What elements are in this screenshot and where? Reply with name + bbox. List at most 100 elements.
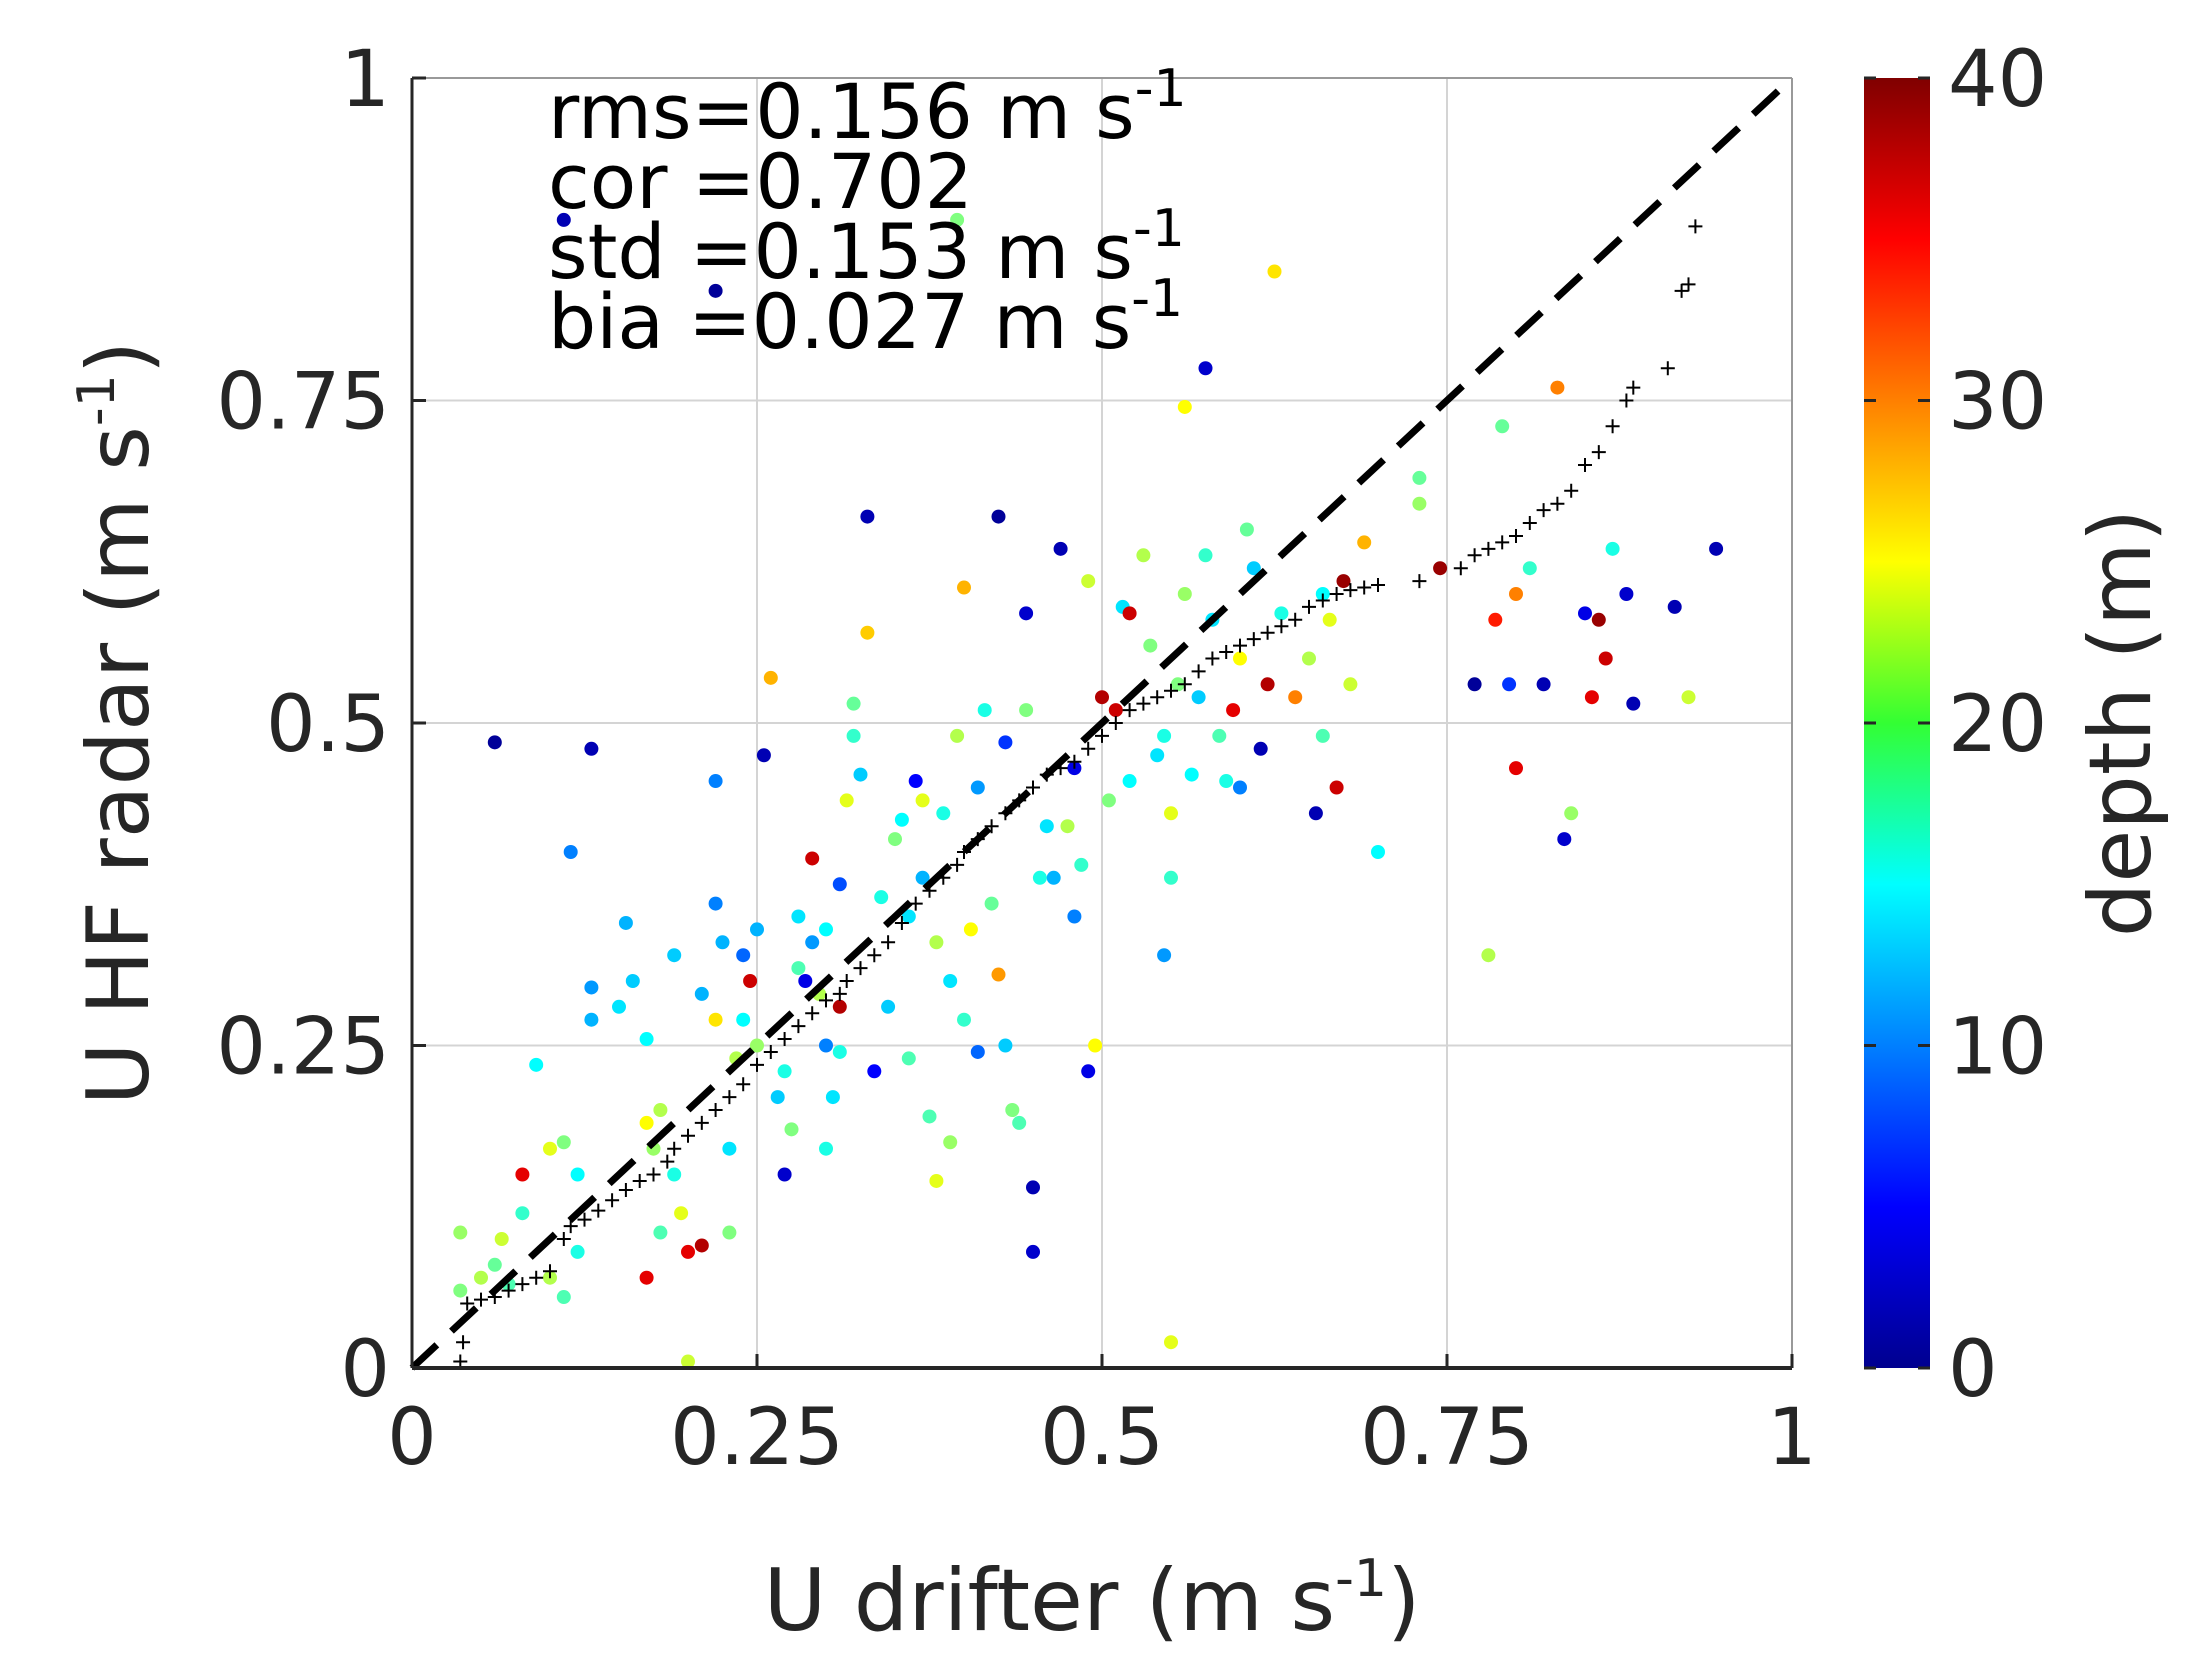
data-point xyxy=(1060,819,1075,834)
data-point xyxy=(1026,1180,1040,1195)
data-point xyxy=(1239,522,1254,537)
data-point xyxy=(1308,806,1323,821)
data-point xyxy=(1198,548,1213,563)
y-axis-label: U HF radar (m s-1) xyxy=(67,341,169,1106)
identity-reference-line xyxy=(409,75,1795,1371)
data-point xyxy=(736,1012,751,1027)
data-point xyxy=(1026,1244,1040,1259)
data-point xyxy=(1260,677,1275,692)
data-point xyxy=(1164,870,1178,885)
x-axis-label: U drifter (m s-1) xyxy=(763,1549,1420,1651)
qq-marker xyxy=(722,1090,737,1105)
data-point xyxy=(570,1167,585,1182)
x-tick-label: 0.5 xyxy=(1040,1393,1164,1483)
data-point xyxy=(881,999,896,1014)
data-point xyxy=(1046,870,1061,885)
colorbar-tick-label: 0 xyxy=(1948,1325,1998,1415)
data-point xyxy=(805,935,820,950)
data-point xyxy=(832,999,847,1014)
data-point xyxy=(1032,870,1047,885)
data-point xyxy=(791,909,806,924)
data-point xyxy=(487,735,502,750)
data-point xyxy=(494,1232,509,1246)
data-point xyxy=(722,1225,737,1240)
qq-marker xyxy=(750,1057,764,1072)
qq-marker xyxy=(1053,761,1068,776)
qq-marker xyxy=(646,1167,661,1182)
data-point xyxy=(1509,761,1523,776)
data-point xyxy=(867,1064,882,1079)
data-point xyxy=(708,283,723,298)
data-point xyxy=(1412,470,1427,485)
data-point xyxy=(819,1141,833,1156)
data-point xyxy=(639,1270,654,1285)
qq-marker xyxy=(694,1115,709,1130)
qq-marker xyxy=(881,935,896,950)
data-point xyxy=(853,767,868,782)
qq-marker xyxy=(1329,587,1344,601)
data-point xyxy=(1371,845,1385,859)
qq-marker xyxy=(563,1219,578,1234)
data-point xyxy=(1536,677,1551,692)
qq-marker xyxy=(1246,632,1261,647)
data-point xyxy=(1605,541,1620,556)
data-point xyxy=(1191,690,1206,705)
qq-marker xyxy=(1412,574,1427,589)
data-point xyxy=(1564,806,1579,821)
qq-marker xyxy=(839,974,854,988)
data-point xyxy=(970,780,985,795)
data-point xyxy=(825,1090,840,1105)
qq-marker xyxy=(1012,793,1027,808)
data-point xyxy=(950,212,965,227)
data-point xyxy=(1053,541,1068,556)
data-point xyxy=(736,948,751,963)
qq-marker xyxy=(950,857,965,872)
data-point xyxy=(1502,677,1517,692)
data-point xyxy=(1315,728,1330,743)
data-point xyxy=(991,967,1006,982)
data-point xyxy=(1412,496,1427,511)
data-point xyxy=(1012,1115,1027,1130)
data-point xyxy=(681,1354,695,1369)
qq-marker xyxy=(1343,583,1358,598)
data-point xyxy=(991,509,1006,524)
data-point xyxy=(1122,606,1137,621)
qq-marker xyxy=(832,986,847,1001)
colorbar-ticks: 0 10 20 30 40 xyxy=(1864,35,2047,1415)
data-point xyxy=(1157,948,1172,963)
data-point xyxy=(474,1270,488,1285)
data-point xyxy=(770,1090,785,1105)
data-point xyxy=(1039,819,1054,834)
qq-marker xyxy=(660,1154,675,1169)
data-point xyxy=(708,774,723,789)
qq-marker xyxy=(908,896,923,911)
data-point xyxy=(1433,561,1448,576)
data-point xyxy=(715,935,730,950)
qq-marker xyxy=(1260,625,1275,640)
qq-marker xyxy=(501,1283,516,1298)
data-point xyxy=(784,1122,799,1137)
data-point xyxy=(929,935,944,950)
qq-marker xyxy=(1605,419,1620,434)
data-point xyxy=(453,1283,468,1298)
data-point xyxy=(894,812,909,827)
data-point xyxy=(819,1038,833,1053)
qq-marker xyxy=(529,1270,544,1285)
data-point xyxy=(1557,832,1572,847)
qq-marker xyxy=(998,806,1013,821)
data-point xyxy=(1357,535,1372,550)
qq-marker xyxy=(681,1128,695,1143)
qq-marker xyxy=(819,993,833,1008)
data-point xyxy=(639,1115,654,1130)
data-point xyxy=(1177,587,1192,601)
colorbar-tick-label: 10 xyxy=(1948,1003,2047,1093)
data-point xyxy=(1329,780,1344,795)
data-point xyxy=(957,1012,971,1027)
qq-marker xyxy=(456,1335,471,1350)
data-point xyxy=(963,922,978,937)
colorbar-tick-label: 30 xyxy=(1948,358,2047,448)
data-point xyxy=(515,1206,530,1221)
qq-marker xyxy=(763,1044,778,1059)
data-point xyxy=(846,696,861,711)
